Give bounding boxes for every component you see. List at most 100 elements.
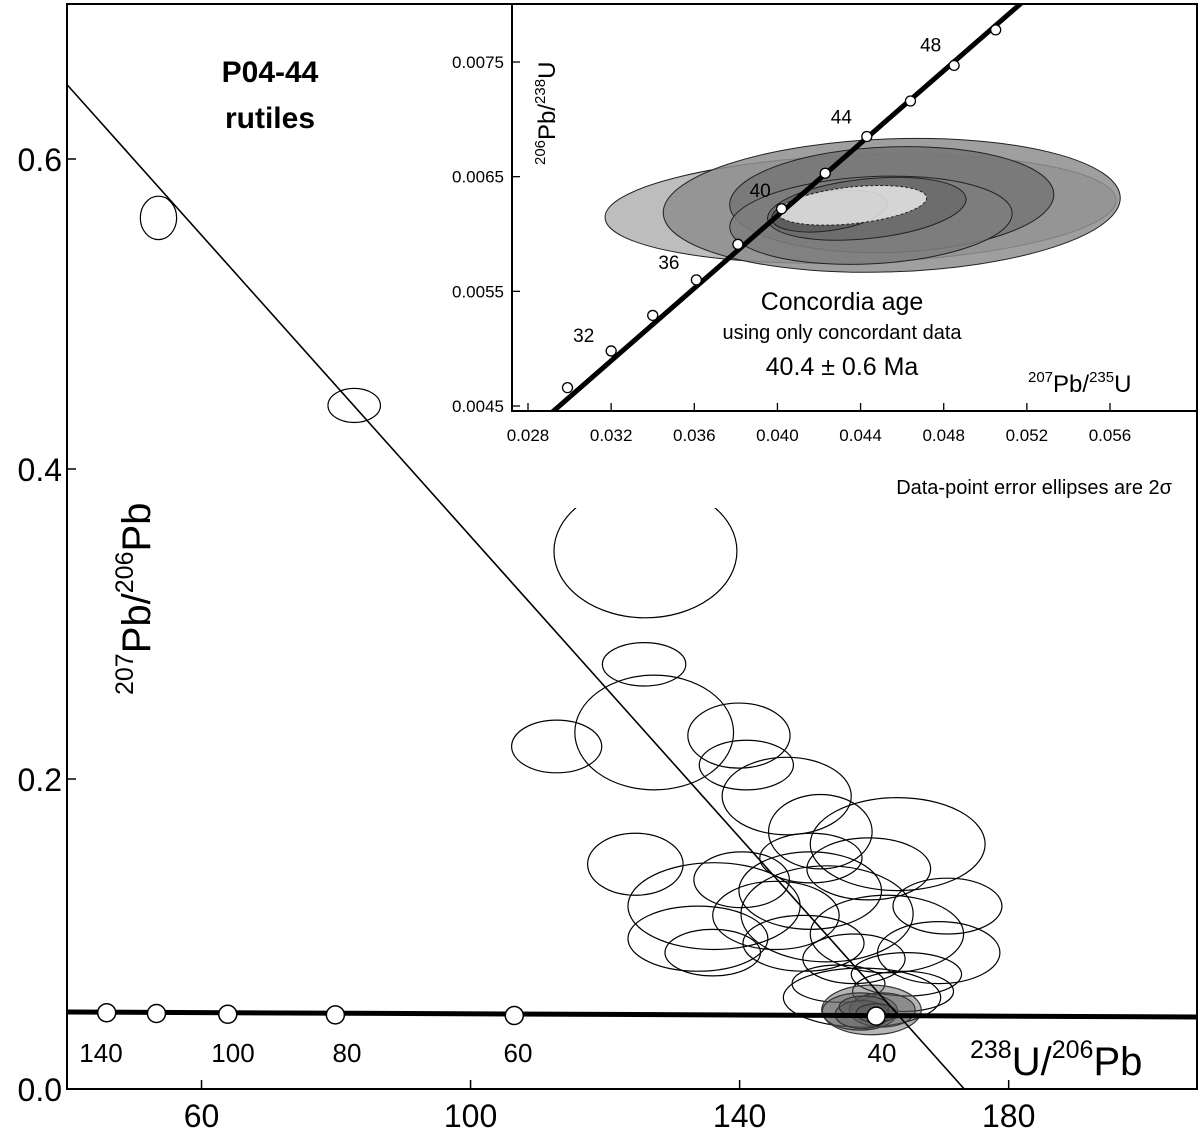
y-tick-label-0: 0.0: [18, 1072, 62, 1108]
inset-y-tick-label-0: 0.0045: [452, 397, 504, 416]
error-ellipse-26: [850, 951, 963, 997]
inset-y-tick-label-3: 0.0075: [452, 53, 504, 72]
error-ellipse-8: [721, 756, 852, 836]
inset-x-axis-label-sup2: 235: [1089, 369, 1114, 386]
error-ellipse-10: [809, 796, 986, 892]
concordia-age-subtitle: using only concordant data: [722, 322, 962, 344]
inset-plot-area: [549, 4, 1121, 411]
error-ellipse-17: [892, 877, 1003, 935]
concordia-age-value: 40.4 ± 0.6 Ma: [766, 353, 919, 381]
concordia-age-label-140: 140: [79, 1038, 122, 1068]
error-ellipse-23: [876, 920, 1001, 985]
inset-x-tick-label-6: 0.052: [1006, 426, 1049, 445]
inset-age-label-44: 44: [831, 108, 853, 129]
y-tick-label-1: 0.2: [18, 762, 62, 798]
error-ellipse-29: [782, 967, 942, 1028]
inset-y-axis-label-base1: Pb/: [534, 104, 561, 140]
inset-age-label-40: 40: [750, 181, 771, 202]
inset-plot: 32 36 40 44 48 0.028 0.032 0.036 0.040 0.044 0.048…: [452, 3, 1198, 508]
inset-x-axis-label-base2: U: [1114, 371, 1131, 398]
error-ellipse-21: [627, 905, 769, 972]
concordia-age-marker-140: [96, 1002, 117, 1023]
main-y-axis-label: 207Pb/206Pb: [111, 503, 159, 695]
inset-concordia-marker-38: [732, 238, 744, 250]
error-ellipse-4: [511, 719, 603, 774]
inset-concordia-marker-44: [861, 130, 873, 143]
y-tick-label-2: 0.4: [18, 452, 62, 488]
main-title-line2: rutiles: [225, 102, 315, 135]
x-tick-label-140: 140: [713, 1098, 766, 1134]
error-ellipse-25: [802, 933, 906, 985]
main-y-axis-label-sup2: 206: [111, 552, 139, 594]
inset-concordia-marker-30: [561, 382, 574, 394]
error-ellipse-note: Data-point error ellipses are 2σ: [896, 477, 1172, 499]
inset-y-axis-label: 206Pb/238U: [532, 62, 561, 165]
error-ellipse-9: [767, 793, 873, 870]
inset-concordia-marker-34: [647, 309, 659, 322]
inset-x-tick-label-1: 0.032: [590, 426, 633, 445]
error-ellipse-12: [587, 832, 684, 896]
error-ellipse-5: [574, 674, 735, 791]
inset-concordia-marker-32: [605, 345, 617, 357]
concordia-age-marker-40: [866, 1006, 886, 1026]
main-x-axis-label-base1: U/: [1012, 1040, 1053, 1084]
inset-y-tick-label-1: 0.0055: [452, 282, 504, 301]
error-ellipse-19: [740, 865, 914, 963]
concordia-age-title: Concordia age: [761, 288, 924, 316]
inset-x-tick-label-3: 0.040: [756, 426, 799, 445]
concordia-age-marker-60: [504, 1005, 525, 1026]
inset-age-label-48: 48: [920, 35, 941, 56]
inset-x-axis-label-base1: Pb/: [1053, 371, 1089, 398]
y-tick-label-3: 0.6: [18, 142, 62, 178]
main-y-axis-label-base2: Pb: [115, 503, 159, 552]
x-tick-label-100: 100: [444, 1098, 497, 1134]
error-ellipse-7: [698, 739, 795, 791]
inset-y-axis-label-sup1: 206: [532, 140, 549, 165]
inset-concordia-marker-48: [948, 59, 960, 72]
error-ellipse-28: [852, 970, 955, 1013]
mixing-line: [67, 84, 965, 1089]
inset-y-tick-label-2: 0.0065: [452, 168, 504, 187]
inset-age-label-36: 36: [658, 253, 679, 274]
inset-x-tick-label-7: 0.056: [1089, 426, 1132, 445]
concordia-age-label-40: 40: [868, 1038, 897, 1068]
error-ellipse-18: [712, 880, 840, 951]
error-ellipse-24: [664, 928, 762, 977]
main-y-axis-label-sup1: 207: [111, 653, 139, 695]
main-plot-area: [67, 84, 1197, 1089]
error-ellipse-13: [806, 837, 932, 901]
inset-x-tick-label-2: 0.036: [673, 426, 716, 445]
concordia-age-marker-120: [146, 1003, 167, 1024]
inset-concordia-marker-40: [775, 203, 788, 215]
inset-concordia-marker-36: [690, 274, 703, 286]
concordia-age-marker-100: [218, 1004, 238, 1025]
inset-y-axis-label-base2: U: [534, 62, 561, 79]
inset-age-label-32: 32: [573, 326, 594, 347]
main-title-line1: P04-44: [222, 56, 319, 89]
concordia-age-label-80: 80: [333, 1038, 362, 1068]
inset-concordia-marker-46: [904, 95, 917, 107]
error-ellipse-1: [327, 387, 382, 424]
error-ellipse-3: [601, 641, 687, 687]
main-y-axis-label-base1: Pb/: [115, 592, 159, 653]
inset-concordia-marker-42: [819, 167, 831, 179]
inset-concordia-marker-50: [990, 24, 1002, 36]
inset-y-axis-label-sup2: 238: [532, 79, 549, 104]
main-x-axis-label: 238U/206Pb: [970, 1036, 1142, 1084]
concordia-age-marker-80: [325, 1005, 346, 1025]
inset-x-tick-label-5: 0.048: [922, 426, 965, 445]
error-ellipse-11: [759, 832, 863, 884]
inset-x-tick-label-0: 0.028: [507, 426, 550, 445]
inset-x-axis-label-sup1: 207: [1028, 369, 1053, 386]
concordia-curve: [67, 1009, 1197, 1020]
inset-x-tick-label-4: 0.044: [839, 426, 882, 445]
main-plot-frame: [66, 3, 1198, 1090]
main-x-axis-label-base2: Pb: [1093, 1040, 1142, 1084]
concordia-age-label-60: 60: [504, 1038, 533, 1068]
inset-ellipse-6: [777, 184, 928, 226]
error-ellipse-0: [139, 195, 178, 241]
error-ellipse-6: [687, 702, 791, 769]
